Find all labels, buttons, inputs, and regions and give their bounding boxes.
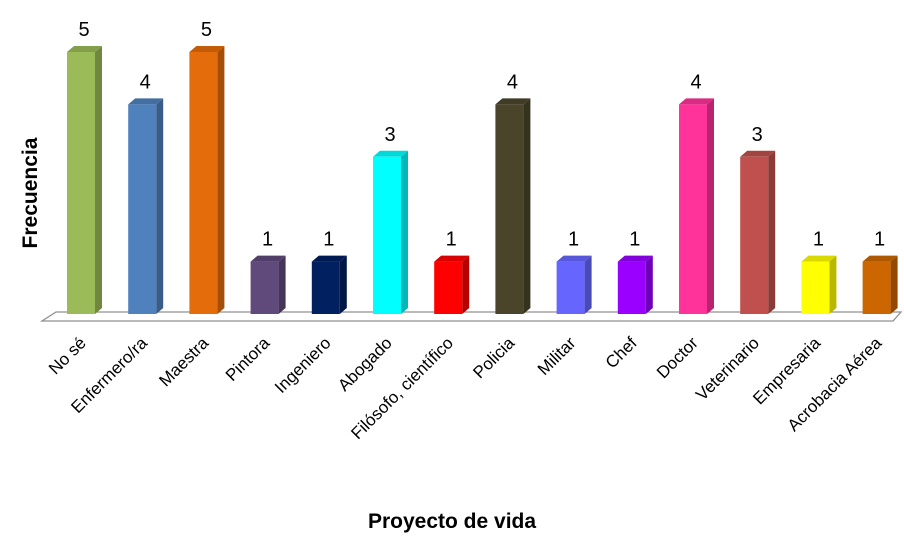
value-label: 1 bbox=[446, 229, 457, 251]
bar bbox=[128, 98, 164, 315]
bar-front bbox=[311, 261, 340, 314]
bar bbox=[373, 150, 408, 314]
bar-side bbox=[278, 255, 286, 314]
bars-group bbox=[67, 46, 898, 315]
bar-front bbox=[801, 261, 830, 314]
value-label: 4 bbox=[507, 71, 518, 93]
bar bbox=[495, 98, 531, 315]
value-label: 1 bbox=[874, 229, 885, 251]
bar-top bbox=[495, 98, 531, 105]
bar-side bbox=[523, 98, 531, 315]
bar-top bbox=[740, 150, 776, 157]
value-label: 3 bbox=[384, 124, 395, 146]
bar-side bbox=[768, 150, 776, 314]
bar-front bbox=[679, 104, 707, 315]
value-label: 4 bbox=[140, 71, 151, 93]
category-label: Pintora bbox=[222, 333, 274, 385]
bar-top bbox=[862, 255, 898, 262]
bar-side bbox=[95, 46, 102, 314]
category-label: Chef bbox=[602, 333, 641, 372]
bar-top bbox=[679, 98, 714, 105]
value-labels-group: 5 4 5 1 1 3 1 4 1 1 4 3 1 1 bbox=[78, 19, 885, 251]
bar-top bbox=[128, 98, 164, 105]
bar bbox=[801, 255, 837, 314]
bar-front bbox=[617, 261, 646, 314]
bar-side bbox=[890, 255, 898, 314]
value-label: 1 bbox=[568, 229, 579, 251]
category-label: Filósofo, científico bbox=[347, 333, 457, 443]
x-axis-title: Proyecto de vida bbox=[368, 510, 536, 533]
bar-top bbox=[67, 46, 102, 52]
bar-front bbox=[250, 261, 279, 314]
bar-side bbox=[584, 255, 592, 314]
floor-plane bbox=[39, 311, 903, 322]
value-label: 5 bbox=[201, 19, 212, 41]
bar-front bbox=[495, 104, 524, 315]
bar bbox=[189, 46, 225, 314]
bar-side bbox=[462, 255, 470, 314]
bar-top bbox=[556, 255, 592, 262]
category-label: Doctor bbox=[653, 333, 702, 382]
category-label: Abogado bbox=[334, 333, 396, 395]
bar-front bbox=[373, 156, 401, 314]
bar-front bbox=[67, 52, 95, 314]
bar-front bbox=[434, 261, 463, 314]
y-axis-title: Frecuencia bbox=[19, 137, 42, 248]
bar-top bbox=[250, 255, 286, 262]
value-label: 5 bbox=[78, 19, 89, 41]
bar-side bbox=[401, 150, 408, 314]
bar-front bbox=[740, 156, 769, 314]
bar-top bbox=[311, 255, 347, 262]
value-label: 1 bbox=[813, 229, 824, 251]
bar bbox=[740, 150, 776, 314]
category-label: No sé bbox=[45, 333, 90, 378]
bar bbox=[67, 46, 102, 314]
category-label: Policia bbox=[469, 333, 518, 382]
bar bbox=[250, 255, 286, 314]
bar-top bbox=[434, 255, 470, 262]
bar-top bbox=[189, 46, 225, 52]
bar bbox=[434, 255, 470, 314]
bar bbox=[862, 255, 898, 314]
value-label: 4 bbox=[690, 71, 701, 93]
bar-side bbox=[156, 98, 164, 315]
bar-side bbox=[645, 255, 653, 314]
bar-side bbox=[339, 255, 347, 314]
bar-side bbox=[707, 98, 714, 315]
bar-side bbox=[829, 255, 837, 314]
bar bbox=[679, 98, 714, 315]
bar bbox=[617, 255, 653, 314]
category-label: Maestra bbox=[155, 333, 212, 390]
category-label: Militar bbox=[534, 333, 580, 379]
bar-top bbox=[617, 255, 653, 262]
bar bbox=[311, 255, 347, 314]
category-label: Ingeniero bbox=[271, 333, 335, 397]
bar-top bbox=[373, 150, 408, 157]
value-label: 3 bbox=[752, 124, 763, 146]
bar-side bbox=[217, 46, 225, 314]
chart-floor bbox=[39, 311, 903, 322]
bar-front bbox=[189, 52, 218, 314]
bar-front bbox=[556, 261, 585, 314]
bar-front bbox=[128, 104, 157, 315]
value-label: 1 bbox=[262, 229, 273, 251]
value-label: 1 bbox=[629, 229, 640, 251]
bar bbox=[556, 255, 592, 314]
bar-front bbox=[862, 261, 891, 314]
bar-top bbox=[801, 255, 837, 262]
value-label: 1 bbox=[323, 229, 334, 251]
